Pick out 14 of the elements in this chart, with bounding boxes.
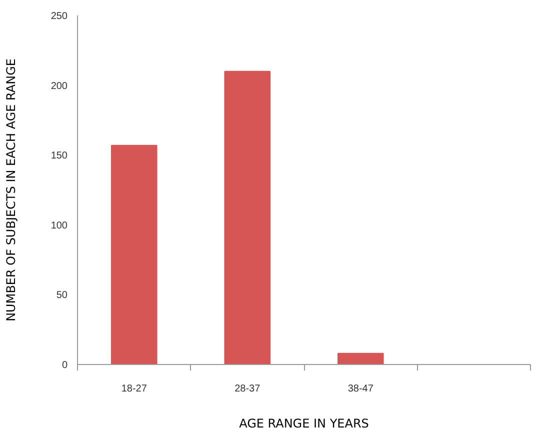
y-tick-label: 100 <box>50 220 68 232</box>
bar <box>224 70 271 364</box>
y-tick-label: 50 <box>56 290 68 302</box>
bar <box>110 144 158 364</box>
y-axis-title: NUMBER OF SUBJECTS IN EACH AGE RANGE <box>4 58 18 322</box>
bar <box>337 352 384 364</box>
y-tick-label: 250 <box>50 11 68 22</box>
y-tick-label: 200 <box>50 80 68 92</box>
y-tick-label: 0 <box>62 360 68 371</box>
x-axis-title: AGE RANGE IN YEARS <box>239 416 369 430</box>
x-tick-label: 38-47 <box>348 384 374 394</box>
x-tick-label: 18-27 <box>121 384 148 394</box>
x-tick-label: 28-37 <box>234 384 261 394</box>
y-tick-label: 150 <box>50 150 68 162</box>
